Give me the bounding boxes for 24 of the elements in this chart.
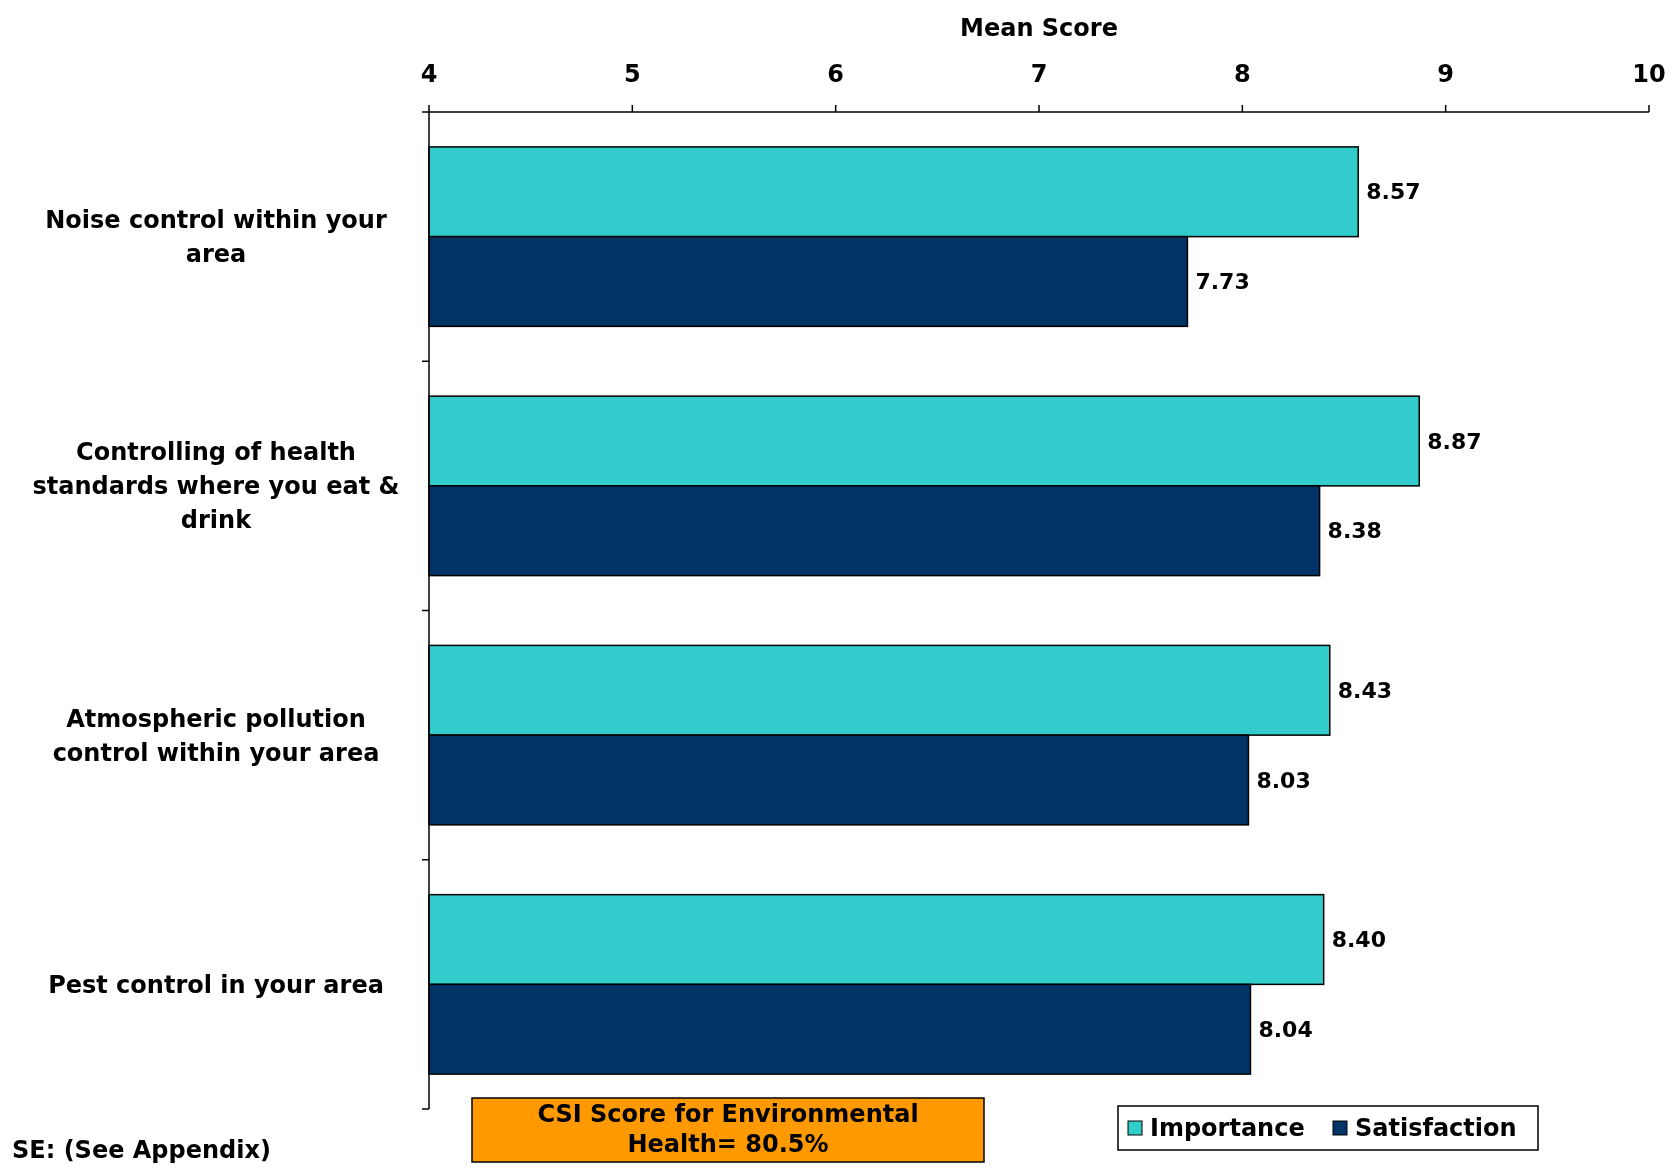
x-tick-label: 7 [1030,60,1048,88]
annotation: CSI Score for Environmental Health= 80.5% [537,1100,919,1158]
data-label: 8.04 [1258,1016,1313,1042]
x-tick-label: 5 [623,60,641,88]
y-tick-label: Atmospheric pollution control within your area [52,704,380,767]
data-label: 8.40 [1331,927,1386,953]
x-tick-label: 4 [420,60,438,88]
y-tick-label: Noise control within your area [45,206,387,269]
legend-label: Satisfaction [1355,1114,1517,1143]
y-tick-label: Pest control in your area [48,970,384,999]
data-label: 8.87 [1427,428,1482,454]
x-tick-label: 8 [1233,60,1251,88]
data-label: 8.43 [1337,677,1393,703]
data-label: 8.03 [1256,767,1311,793]
legend-label: Importance [1150,1114,1305,1143]
x-tick-label: 6 [827,60,845,88]
data-label: 8.57 [1366,179,1421,205]
data-label: 7.73 [1195,269,1250,295]
x-tick-label: 10 [1632,60,1666,88]
x-tick-label: 9 [1437,60,1455,88]
x-axis-title: Mean Score [960,14,1118,42]
data-label: 8.38 [1327,518,1382,544]
y-tick-label: Controlling of health standards where you eat & drink [32,438,400,535]
text: SE: (See Appendix) [12,1136,271,1164]
